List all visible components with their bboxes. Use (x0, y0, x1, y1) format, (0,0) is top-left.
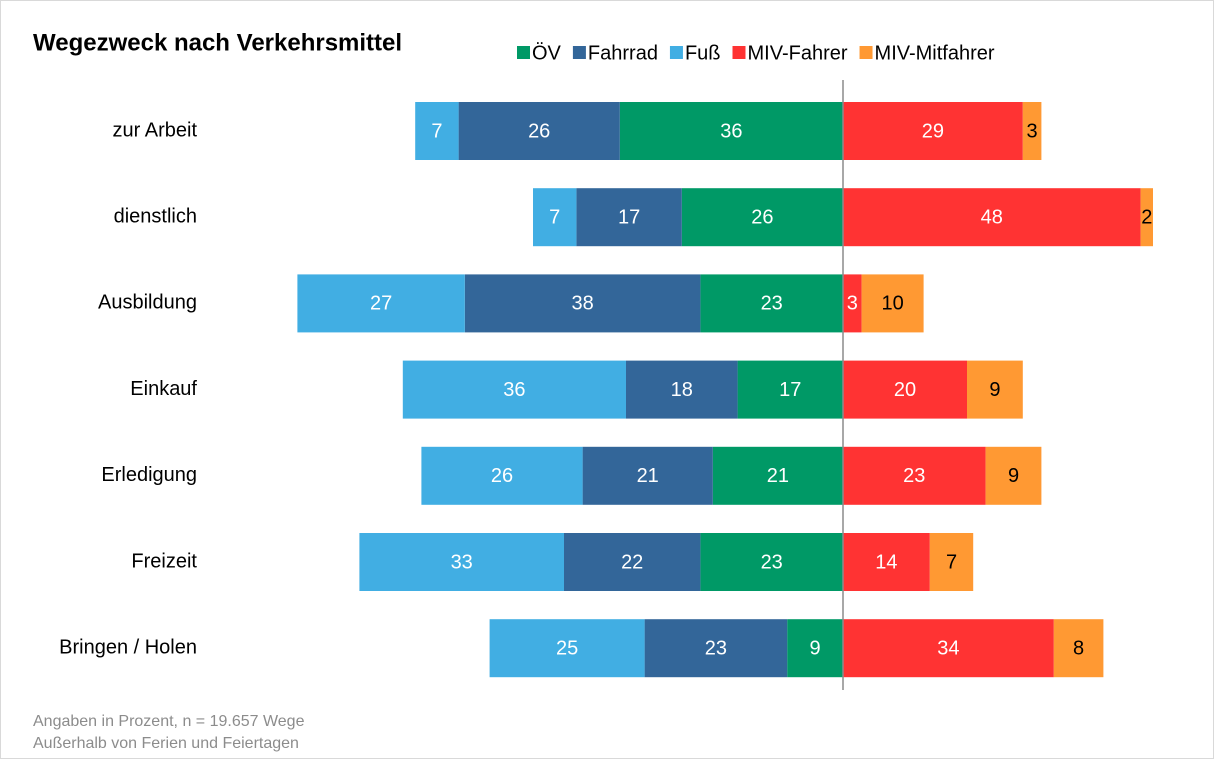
bar-segment (489, 619, 645, 678)
data-label: 9 (810, 637, 821, 659)
category-label: Ausbildung (98, 292, 197, 314)
bar-segment (712, 446, 843, 505)
bar-segment (700, 274, 843, 333)
data-label: 23 (903, 465, 925, 487)
bar-segment (843, 188, 1141, 247)
data-label: 36 (720, 120, 742, 142)
bar-segment (1053, 619, 1104, 678)
bar-segment (297, 274, 465, 333)
data-label: 26 (491, 465, 513, 487)
bar-segment (843, 360, 967, 419)
data-label: 20 (894, 379, 916, 401)
data-label: 48 (981, 206, 1003, 228)
note: Außerhalb von Ferien und Feiertagen (33, 735, 299, 752)
bar-segment (533, 188, 577, 247)
data-label: 23 (761, 293, 783, 315)
bar-segment (644, 619, 788, 678)
legend-swatch (572, 46, 586, 59)
bar-segment (843, 274, 862, 333)
note: Angaben in Prozent, n = 19.657 Wege (33, 713, 305, 730)
data-label: 8 (1073, 637, 1084, 659)
data-label: 34 (937, 637, 959, 659)
category-label: zur Arbeit (113, 119, 198, 141)
category-label: Einkauf (130, 378, 197, 400)
bar-segment (402, 360, 626, 419)
legend-swatch (517, 46, 530, 59)
bar-segment (421, 446, 583, 505)
data-label: 2 (1141, 206, 1152, 228)
legend-swatch (859, 46, 873, 59)
legend-label: ÖV (532, 42, 562, 64)
data-label: 21 (767, 465, 789, 487)
bar-segment (787, 619, 843, 678)
data-label: 9 (1008, 465, 1019, 487)
bar-segment (576, 188, 682, 247)
category-label: dienstlich (114, 205, 197, 227)
category-label: Freizeit (131, 550, 197, 572)
bar-segment (967, 360, 1023, 419)
bar-segment (619, 102, 843, 160)
data-label: 36 (503, 379, 525, 401)
data-label: 17 (618, 206, 640, 228)
legend-label: MIV-Mitfahrer (875, 42, 995, 64)
data-label: 27 (370, 293, 392, 315)
bar-segment (359, 533, 564, 591)
category-label: Erledigung (101, 464, 197, 486)
legend-label: Fahrrad (588, 42, 658, 64)
bar-segment (415, 102, 459, 160)
bar-segment (458, 102, 620, 160)
bar-segment (700, 533, 843, 591)
bar-segment (843, 102, 1023, 160)
data-label: 29 (922, 120, 944, 142)
legend-label: Fuß (685, 42, 721, 64)
bar-segment (843, 446, 986, 505)
data-label: 21 (637, 465, 659, 487)
data-label: 22 (621, 551, 643, 573)
legend-label: MIV-Fahrer (748, 42, 848, 64)
data-label: 26 (751, 206, 773, 228)
data-label: 7 (946, 551, 957, 573)
data-label: 25 (556, 637, 578, 659)
data-label: 3 (1027, 120, 1038, 142)
bar-segment (843, 619, 1054, 678)
data-label: 38 (571, 293, 593, 315)
data-label: 18 (671, 379, 693, 401)
category-label: Bringen / Holen (59, 636, 197, 658)
data-label: 7 (549, 206, 560, 228)
bar-segment (564, 533, 701, 591)
bar-segment (737, 360, 843, 419)
data-label: 23 (761, 551, 783, 573)
data-label: 33 (451, 551, 473, 573)
bar-segment (843, 533, 930, 591)
data-label: 9 (989, 379, 1000, 401)
data-label: 17 (779, 379, 801, 401)
bar-segment (1140, 188, 1153, 247)
chart-title: Wegezweck nach Verkehrsmittel (33, 29, 402, 56)
bar-segment (582, 446, 713, 505)
data-label: 23 (705, 637, 727, 659)
bar-segment (681, 188, 843, 247)
bar-segment (861, 274, 924, 333)
bar-segment (929, 533, 974, 591)
bar-segment (985, 446, 1042, 505)
data-label: 10 (881, 293, 903, 315)
data-label: 14 (875, 551, 897, 573)
bar-segment (464, 274, 701, 333)
bar-segment (626, 360, 738, 419)
data-label: 26 (528, 120, 550, 142)
data-label: 7 (431, 120, 442, 142)
legend-swatch (669, 46, 683, 59)
data-label: 3 (847, 293, 858, 315)
bar-segment (1022, 102, 1042, 160)
legend-swatch (732, 46, 746, 59)
